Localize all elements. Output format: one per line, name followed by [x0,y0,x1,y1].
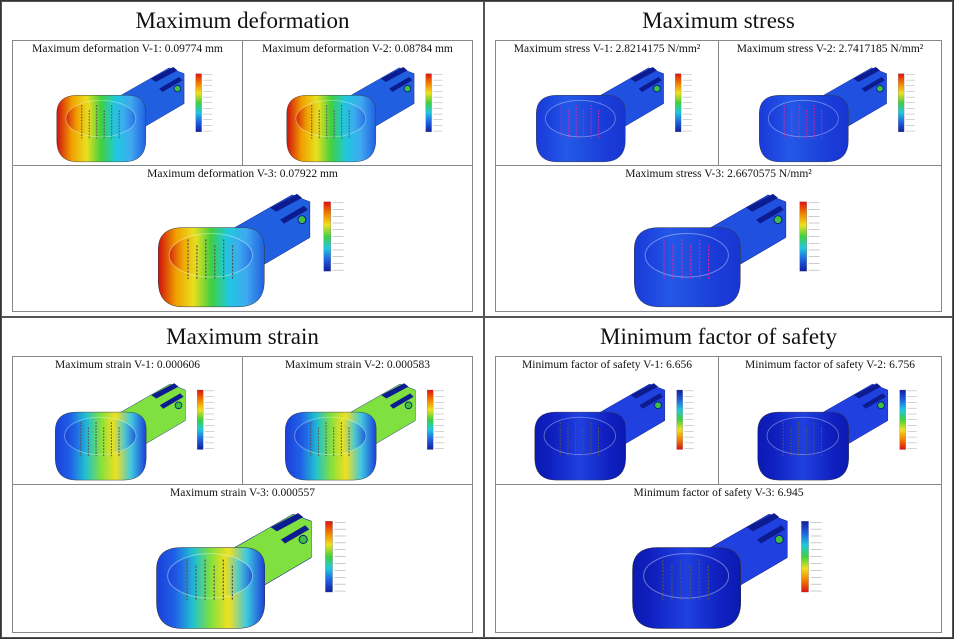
view-caption: Minimum factor of safety V-3: 6.945 [496,485,941,501]
view: Maximum stress V-3: 2.6670575 N/mm² [496,166,941,311]
simulation-image [496,182,941,311]
view-row: Maximum deformation V-3: 0.07922 mm [13,166,472,311]
part-render [633,513,788,628]
simulation-image [496,57,718,165]
panel-title: Maximum stress [485,2,952,38]
color-bar [324,202,331,271]
view-row: Minimum factor of safety V-3: 6.945 [496,485,941,633]
simulation-image [496,501,941,633]
view-caption: Minimum factor of safety V-2: 6.756 [719,357,941,373]
part-render [57,67,184,162]
view-row: Maximum stress V-3: 2.6670575 N/mm² [496,166,941,311]
view: Maximum stress V-1: 2.8214175 N/mm² [496,41,718,165]
view-caption: Maximum deformation V-1: 0.09774 mm [13,41,242,57]
simulation-image [13,57,242,165]
simulation-image [719,373,941,484]
simulation-image [243,373,472,484]
view-caption: Maximum stress V-1: 2.8214175 N/mm² [496,41,718,57]
view-caption: Minimum factor of safety V-1: 6.656 [496,357,718,373]
color-bar [677,390,683,450]
view-caption: Maximum strain V-2: 0.000583 [243,357,472,373]
color-bar [325,521,332,592]
part-render [285,383,415,480]
panel-title: Maximum strain [2,318,483,354]
color-bar [898,74,904,132]
view: Maximum strain V-1: 0.000606 [13,357,242,484]
view: Maximum deformation V-3: 0.07922 mm [13,166,472,311]
view-caption: Maximum deformation V-2: 0.08784 mm [243,41,472,57]
view-caption: Maximum stress V-3: 2.6670575 N/mm² [496,166,941,182]
view-caption: Maximum strain V-1: 0.000606 [13,357,242,373]
view: Maximum stress V-2: 2.7417185 N/mm² [718,41,941,165]
part-render [758,383,888,480]
panel-title: Minimum factor of safety [485,318,952,354]
part-render [157,513,312,628]
view-caption: Maximum stress V-2: 2.7417185 N/mm² [719,41,941,57]
part-render [55,383,185,480]
view: Maximum deformation V-2: 0.08784 mm [242,41,472,165]
color-bar [900,390,906,450]
color-bar [196,74,202,132]
part-render [634,194,786,307]
panel-title: Maximum deformation [2,2,483,38]
simulation-image [13,373,242,484]
view-caption: Maximum strain V-3: 0.000557 [13,485,472,501]
figure-table: Maximum deformationMaximum deformation V… [0,0,954,639]
simulation-image [496,373,718,484]
color-bar [197,390,203,450]
color-bar [801,521,808,592]
view: Minimum factor of safety V-3: 6.945 [496,485,941,633]
view: Minimum factor of safety V-1: 6.656 [496,357,718,484]
color-bar [426,74,432,132]
color-bar [800,202,807,271]
view: Maximum strain V-2: 0.000583 [242,357,472,484]
view: Maximum deformation V-1: 0.09774 mm [13,41,242,165]
part-render [536,67,663,162]
part-render [535,383,665,480]
simulation-image [243,57,472,165]
color-bar [675,74,681,132]
part-render [759,67,886,162]
part-render [158,194,310,307]
simulation-image [13,501,472,633]
view-row: Maximum strain V-3: 0.000557 [13,485,472,633]
view-caption: Maximum deformation V-3: 0.07922 mm [13,166,472,182]
part-render [287,67,414,162]
view: Maximum strain V-3: 0.000557 [13,485,472,633]
color-bar [427,390,433,450]
simulation-image [13,182,472,311]
view: Minimum factor of safety V-2: 6.756 [718,357,941,484]
simulation-image [719,57,941,165]
